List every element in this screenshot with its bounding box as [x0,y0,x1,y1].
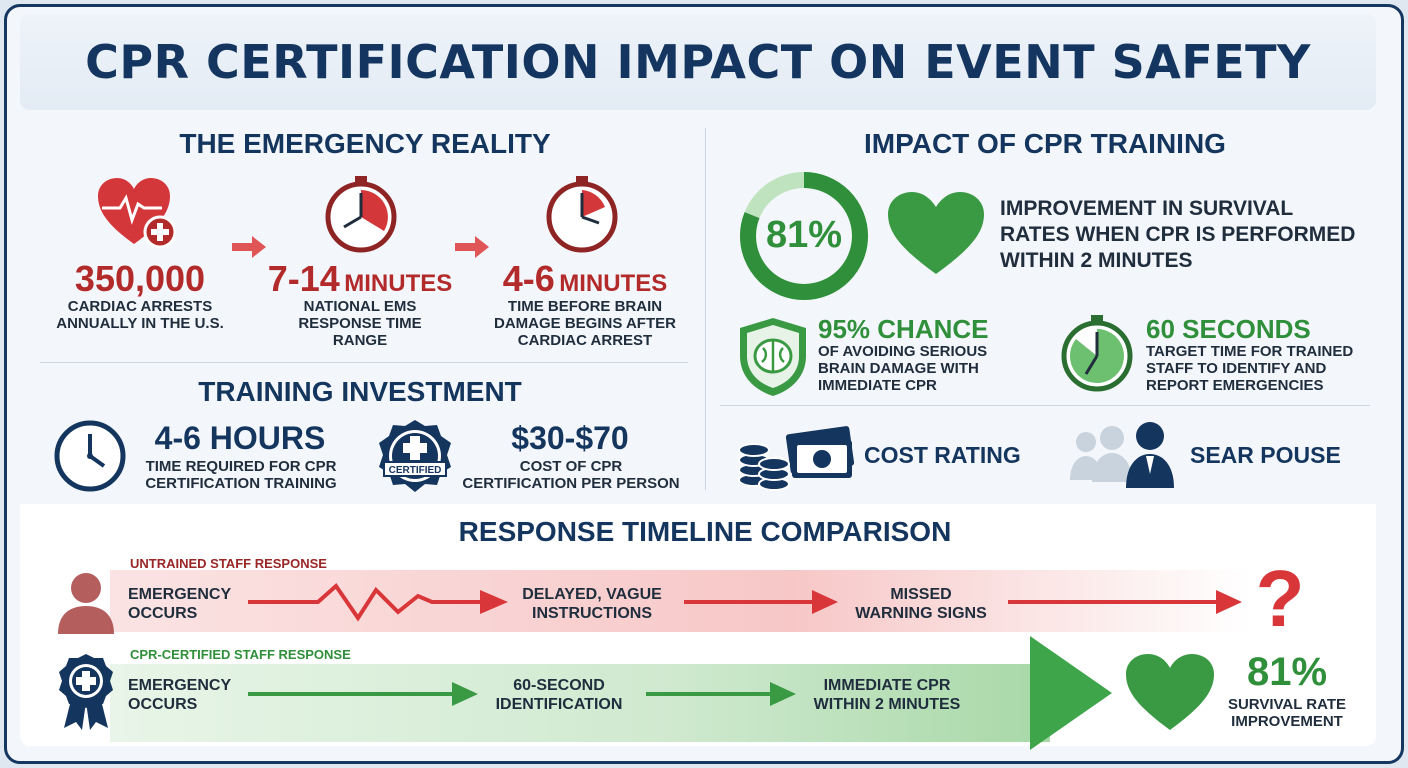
brain-chance-value: 95% CHANCE [818,314,989,344]
left-divider [40,362,688,363]
heart-icon [1126,654,1214,730]
untrained-step-missed: MISSED WARNING SIGNS [855,586,987,622]
survival-ring-value: 81% [765,214,843,256]
brain-damage-label: TIME BEFORE BRAIN DAMAGE BEGINS AFTER CA… [494,298,676,349]
center-divider [705,128,706,490]
zigzag-arrow-icon [248,583,508,622]
arrow-right-icon [248,682,478,706]
survival-rate-label: SURVIVAL RATE IMPROVEMENT [1227,696,1347,730]
trained-label: CPR-CERTIFIED STAFF RESPONSE [130,647,351,662]
certification-cost-label: COST OF CPR CERTIFICATION PER PERSON [462,458,680,492]
impact-heading: IMPACT OF CPR TRAINING [864,128,1226,159]
arrow-right-icon [232,236,266,258]
person-icon [58,573,114,634]
investment-heading: TRAINING INVESTMENT [198,376,522,407]
right-divider [720,405,1370,406]
survival-rate-value: 81% [1246,650,1328,694]
people-icon [1070,422,1174,488]
stopwatch-icon [325,176,397,253]
trained-step-cpr: IMMEDIATE CPR WITHIN 2 MINUTES [813,677,961,713]
ring-fill [740,172,868,300]
arrow-right-icon [684,590,838,614]
target-seconds-text: TARGET TIME FOR TRAINED STAFF TO IDENTIF… [1146,343,1354,394]
certified-badge-label: CERTIFIED [389,465,442,476]
timeline-heading: RESPONSE TIMELINE COMPARISON [458,516,952,547]
emergency-heading: THE EMERGENCY REALITY [179,128,551,159]
untrained-label: UNTRAINED STAFF RESPONSE [130,556,327,571]
cardiac-arrest-count: 350,000 [74,258,206,299]
brain-chance-text: OF AVOIDING SERIOUS BRAIN DAMAGE WITH IM… [818,343,988,394]
certification-cost: $30-$70 [511,420,629,456]
training-hours: 4-6 HOURS [154,420,326,456]
title-bar: CPR CERTIFICATION IMPACT ON EVENT SAFETY [20,14,1376,110]
heart-icon [888,192,984,274]
stopwatch-icon [1061,315,1133,392]
page-title: CPR CERTIFICATION IMPACT ON EVENT SAFETY [85,35,1311,89]
arrow-right-icon [1008,590,1242,614]
ems-response-time: 7-14 MINUTES [267,258,453,299]
trained-step-identification: 60-SECOND IDENTIFICATION [495,677,623,713]
brain-damage-time: 4-6 MINUTES [502,258,668,299]
certified-badge-icon: CERTIFIED [379,420,451,492]
money-stack-icon [738,426,855,491]
untrained-step-delayed: DELAYED, VAGUE INSTRUCTIONS [522,586,662,622]
untrained-step-emergency: EMERGENCY OCCURS [128,586,232,622]
cardiac-arrest-label: CARDIAC ARRESTS ANNUALLY IN THE U.S. [56,298,224,332]
target-seconds-value: 60 SECONDS [1146,314,1311,344]
trained-band [110,664,1050,742]
stopwatch-icon [546,176,618,253]
clock-icon [54,420,126,492]
training-hours-label: TIME REQUIRED FOR CPR CERTIFICATION TRAI… [145,458,337,492]
arrow-right-icon [455,236,489,258]
arrow-right-icon [646,682,796,706]
big-arrow-icon [1030,636,1112,750]
trained-step-emergency: EMERGENCY OCCURS [128,677,232,713]
question-mark-icon: ? [1255,554,1305,643]
heart-pulse-icon [98,178,177,249]
ems-response-label: NATIONAL EMS RESPONSE TIME RANGE [298,298,422,349]
cost-rating-label: COST RATING [864,442,1021,468]
award-ribbon-icon [59,654,113,730]
brain-shield-icon [740,318,806,396]
sear-pouse-label: SEAR POUSE [1190,442,1341,468]
survival-ring-chart [740,172,868,300]
survival-improvement-text: IMPROVEMENT IN SURVIVAL RATES WHEN CPR I… [1000,197,1356,272]
